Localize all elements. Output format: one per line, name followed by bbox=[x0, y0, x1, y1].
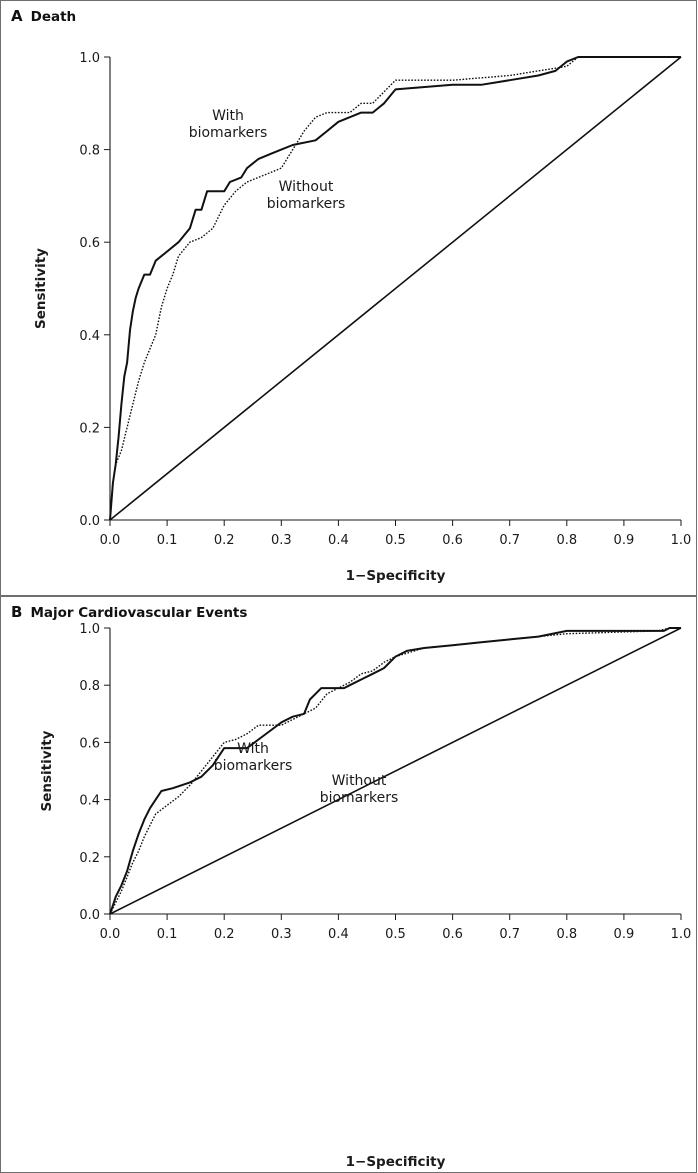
x-tick-label: 0.0 bbox=[100, 927, 121, 942]
x-axis-label: 1−Specificity bbox=[346, 568, 446, 584]
x-tick-label: 0.2 bbox=[214, 533, 235, 548]
x-tick-label: 0.4 bbox=[328, 533, 349, 548]
panel-letter: B bbox=[11, 603, 23, 621]
y-axis-label: Sensitivity bbox=[33, 248, 49, 329]
y-tick-label: 0.6 bbox=[79, 236, 100, 251]
y-tick-label: 0.4 bbox=[79, 794, 100, 809]
with-biomarkers-curve bbox=[109, 56, 681, 521]
x-tick-label: 0.6 bbox=[442, 927, 463, 942]
panel-title: B Major Cardiovascular Events bbox=[11, 603, 247, 621]
y-tick-label: 0.8 bbox=[79, 144, 100, 159]
x-tick-label: 0.6 bbox=[442, 533, 463, 548]
x-tick-label: 0.7 bbox=[499, 533, 520, 548]
y-tick-label: 0.8 bbox=[79, 679, 100, 694]
x-tick-label: 0.1 bbox=[157, 927, 178, 942]
with-biomarkers-label: With biomarkers bbox=[189, 108, 268, 141]
x-tick-label: 0.9 bbox=[614, 927, 635, 942]
y-tick-label: 0.4 bbox=[79, 329, 100, 344]
reference-diagonal bbox=[109, 627, 682, 915]
panel-letter: A bbox=[11, 7, 23, 25]
y-tick-label: 1.0 bbox=[79, 51, 100, 66]
panel-title: A Death bbox=[11, 7, 76, 25]
x-tick-label: 0.3 bbox=[271, 927, 292, 942]
x-tick-label: 0.7 bbox=[499, 927, 520, 942]
x-tick-label: 0.0 bbox=[100, 533, 121, 548]
y-axis-label: Sensitivity bbox=[39, 730, 55, 811]
panel-death: A Death 0.0 0.1 0.2 0.3 0.4 0.5 0.6 0.7 0.8 0.9 1.0… bbox=[0, 0, 697, 596]
panel-name: Death bbox=[30, 9, 77, 25]
x-tick-label: 1.0 bbox=[671, 927, 692, 942]
y-tick-label: 0.2 bbox=[79, 851, 100, 866]
roc-chart-death: 0.0 0.1 0.2 0.3 0.4 0.5 0.6 0.7 0.8 0.9 1.0 0.0 0.2 0… bbox=[33, 51, 692, 584]
y-tick-label: 1.0 bbox=[79, 622, 100, 637]
with-biomarkers-label: With biomarkers bbox=[214, 741, 293, 774]
reference-diagonal bbox=[109, 56, 682, 521]
x-axis-label: 1−Specificity bbox=[346, 1154, 446, 1170]
without-biomarkers-label: Without biomarkers bbox=[267, 179, 346, 212]
panel-name: Major Cardiovascular Events bbox=[30, 605, 248, 621]
y-tick-label: 0.0 bbox=[79, 908, 100, 923]
x-tick-label: 0.5 bbox=[385, 927, 406, 942]
x-tick-label: 0.8 bbox=[556, 533, 577, 548]
x-tick-label: 0.5 bbox=[385, 533, 406, 548]
x-tick-label: 0.8 bbox=[556, 927, 577, 942]
x-tick-label: 0.1 bbox=[157, 533, 178, 548]
without-biomarkers-curve bbox=[109, 627, 681, 915]
panel-major-cardiovascular-events: B Major Cardiovascular Events 0.0 0.1 0.2 0.… bbox=[0, 596, 697, 1173]
x-tick-label: 0.9 bbox=[614, 533, 635, 548]
roc-chart-major-cardiovascular-events: 0.0 0.1 0.2 0.3 0.4 0.5 0.6 0.7 0.8 0.9 1.0 0.0 0.2 0… bbox=[39, 622, 692, 1170]
x-tick-label: 0.4 bbox=[328, 927, 349, 942]
x-tick-label: 0.2 bbox=[214, 927, 235, 942]
x-tick-label: 1.0 bbox=[671, 533, 692, 548]
without-biomarkers-label: Without biomarkers bbox=[320, 773, 399, 806]
x-tick-label: 0.3 bbox=[271, 533, 292, 548]
y-tick-label: 0.6 bbox=[79, 736, 100, 751]
y-tick-label: 0.0 bbox=[79, 514, 100, 529]
y-tick-label: 0.2 bbox=[79, 421, 100, 436]
